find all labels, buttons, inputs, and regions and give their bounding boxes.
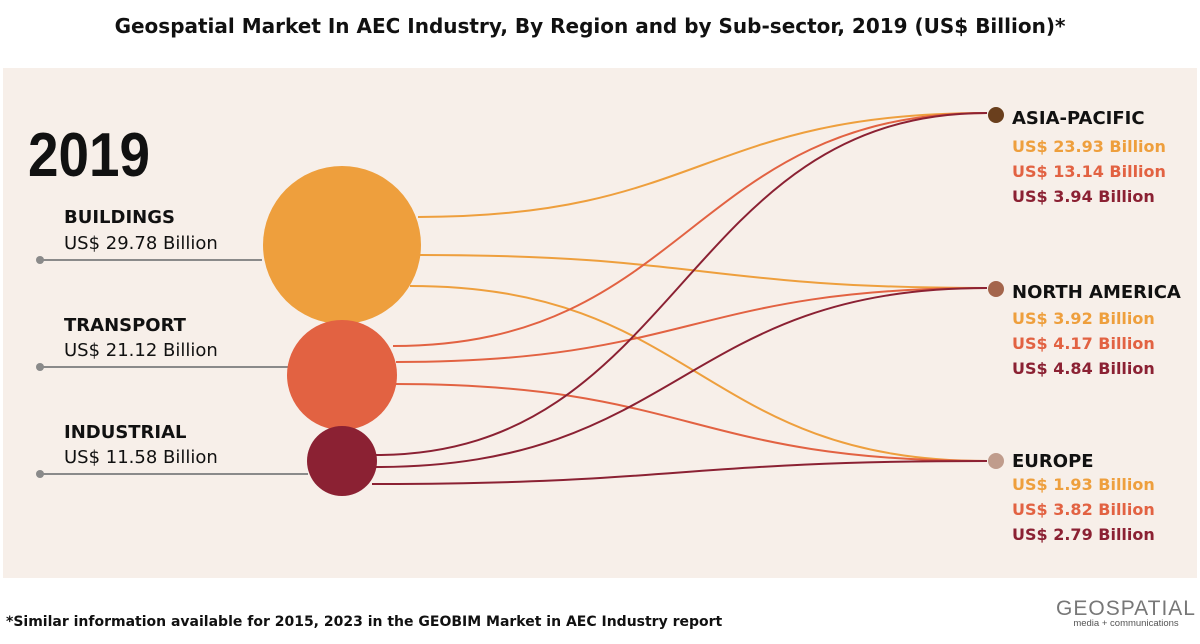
- europe-marker: [988, 453, 1004, 469]
- logo-wordmark: GEOSPATIAL: [1056, 597, 1196, 620]
- flow-buildings-to-europe: [409, 285, 988, 462]
- north-america-marker: [988, 281, 1004, 297]
- flow-industrial-to-asia-pacific: [375, 112, 988, 456]
- transport-bubble: [287, 320, 397, 430]
- europe-industrial-value: US$ 2.79 Billion: [1012, 525, 1155, 544]
- buildings-bubble: [263, 166, 421, 324]
- flow-industrial-to-north-america: [375, 287, 988, 468]
- logo-tagline: media + communications: [1073, 618, 1179, 629]
- flow-buildings-to-asia-pacific: [417, 112, 988, 218]
- year-label: 2019: [28, 121, 150, 190]
- north-america-buildings-value: US$ 3.92 Billion: [1012, 309, 1155, 328]
- transport-value: US$ 21.12 Billion: [64, 340, 218, 361]
- flow-transport-to-asia-pacific: [392, 112, 988, 347]
- buildings-leader-dot: [36, 256, 44, 264]
- asia-pacific-marker: [988, 107, 1004, 123]
- industrial-value: US$ 11.58 Billion: [64, 447, 218, 468]
- industrial-leader-dot: [36, 470, 44, 478]
- flow-industrial-to-europe: [371, 460, 988, 485]
- flow-transport-to-europe: [394, 383, 988, 462]
- geospatial-media-logo: GEOSPATIAL media + communications: [1056, 597, 1196, 629]
- north-america-industrial-value: US$ 4.84 Billion: [1012, 359, 1155, 378]
- page-title: Geospatial Market In AEC Industry, By Re…: [114, 14, 1066, 38]
- transport-label: TRANSPORT: [64, 315, 187, 336]
- industrial-label: INDUSTRIAL: [64, 422, 187, 443]
- buildings-value: US$ 29.78 Billion: [64, 233, 218, 254]
- europe-transport-value: US$ 3.82 Billion: [1012, 500, 1155, 519]
- infographic-panel: [3, 68, 1197, 578]
- north-america-transport-value: US$ 4.17 Billion: [1012, 334, 1155, 353]
- industrial-bubble: [307, 426, 377, 496]
- asia-pacific-transport-value: US$ 13.14 Billion: [1012, 162, 1166, 181]
- asia-pacific-label: ASIA-PACIFIC: [1012, 108, 1145, 129]
- europe-label: EUROPE: [1012, 451, 1094, 472]
- flow-transport-to-north-america: [395, 287, 988, 363]
- flow-lines: [371, 112, 988, 485]
- buildings-label: BUILDINGS: [64, 207, 175, 228]
- asia-pacific-buildings-value: US$ 23.93 Billion: [1012, 137, 1166, 156]
- north-america-label: NORTH AMERICA: [1012, 282, 1181, 303]
- footnote: *Similar information available for 2015,…: [6, 614, 723, 630]
- europe-buildings-value: US$ 1.93 Billion: [1012, 475, 1155, 494]
- transport-leader-dot: [36, 363, 44, 371]
- asia-pacific-industrial-value: US$ 3.94 Billion: [1012, 187, 1155, 206]
- flow-buildings-to-north-america: [419, 254, 988, 289]
